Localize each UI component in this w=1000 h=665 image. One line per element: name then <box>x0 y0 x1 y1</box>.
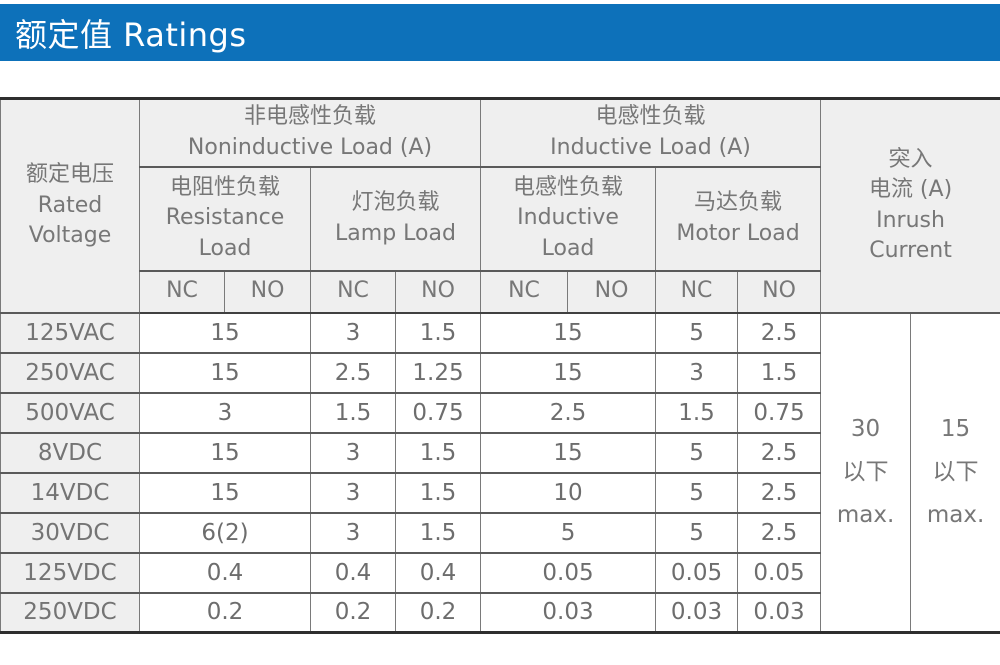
inrush-no-value: 15 以下 max. <box>910 311 1000 634</box>
inductive-value: 15 <box>480 431 657 474</box>
table-row: 14VDC 15 3 1.5 10 5 2.5 <box>0 471 1000 514</box>
motor-nc-value: 0.05 <box>655 551 739 594</box>
lamp-no-value: 0.2 <box>394 591 482 634</box>
table-row: 125VDC 0.4 0.4 0.4 0.05 0.05 0.05 <box>0 551 1000 594</box>
lamp-no-value: 0.4 <box>394 551 482 594</box>
table-row: 500VAC 3 1.5 0.75 2.5 1.5 0.75 <box>0 391 1000 434</box>
motor-no-value: 0.75 <box>737 391 822 434</box>
nc-header: NC <box>310 269 396 314</box>
rated-voltage-header: 额定电压 Rated Voltage <box>0 97 140 314</box>
table-row: 250VDC 0.2 0.2 0.2 0.03 0.03 0.03 <box>0 591 1000 634</box>
inductive-value: 2.5 <box>480 391 657 434</box>
lamp-nc-value: 3 <box>310 471 396 514</box>
motor-no-value: 0.03 <box>737 591 822 634</box>
lamp-nc-value: 2.5 <box>310 351 396 394</box>
voltage-label: 30VDC <box>0 511 140 554</box>
inrush-nc-value: 30 以下 max. <box>820 311 912 634</box>
motor-nc-value: 5 <box>655 511 739 554</box>
ratings-table: 额定电压 Rated Voltage 非电感性负载 Noninductive L… <box>0 97 1000 634</box>
resistance-value: 15 <box>139 471 311 514</box>
motor-no-value: 2.5 <box>737 471 822 514</box>
table-row: 250VAC 15 2.5 1.25 15 3 1.5 <box>0 351 1000 394</box>
resistance-value: 0.2 <box>139 591 311 634</box>
resistance-value: 15 <box>139 311 311 354</box>
nc-header: NC <box>480 269 569 314</box>
inductive-load-header: 电感性负载 Inductive Load <box>480 165 657 272</box>
motor-no-value: 1.5 <box>737 351 822 394</box>
no-header: NO <box>567 269 657 314</box>
voltage-label: 14VDC <box>0 471 140 514</box>
resistance-value: 0.4 <box>139 551 311 594</box>
title-bar: 额定值 Ratings <box>0 4 1000 61</box>
motor-no-value: 2.5 <box>737 311 822 354</box>
inductive-value: 0.03 <box>480 591 657 634</box>
ratings-table-container: 额定电压 Rated Voltage 非电感性负载 Noninductive L… <box>0 97 1000 634</box>
resistance-value: 15 <box>139 351 311 394</box>
lamp-nc-value: 3 <box>310 511 396 554</box>
inductive-value: 0.05 <box>480 551 657 594</box>
inductive-value: 15 <box>480 351 657 394</box>
inrush-current-header: 突入 电流 (A) Inrush Current <box>820 97 1000 314</box>
motor-nc-value: 1.5 <box>655 391 739 434</box>
voltage-label: 500VAC <box>0 391 140 434</box>
motor-load-header: 马达负载 Motor Load <box>655 165 822 272</box>
voltage-label: 8VDC <box>0 431 140 474</box>
motor-nc-value: 5 <box>655 311 739 354</box>
motor-no-value: 2.5 <box>737 511 822 554</box>
motor-nc-value: 5 <box>655 471 739 514</box>
no-header: NO <box>224 269 311 314</box>
nc-header: NC <box>139 269 225 314</box>
inductive-value: 10 <box>480 471 657 514</box>
table-row: 125VAC 15 3 1.5 15 5 2.5 30 以下 max. 15 以… <box>0 311 1000 634</box>
resistance-value: 6(2) <box>139 511 311 554</box>
voltage-label: 125VDC <box>0 551 140 594</box>
resistance-load-header: 电阻性负载 Resistance Load <box>139 165 311 272</box>
inductive-value: 15 <box>480 311 657 354</box>
inductive-load-group-header: 电感性负载 Inductive Load (A) <box>480 97 822 168</box>
header-row-subgroups: 电阻性负载 Resistance Load 灯泡负载 Lamp Load 电感性… <box>1 165 1000 272</box>
lamp-nc-value: 3 <box>310 431 396 474</box>
inductive-value: 5 <box>480 511 657 554</box>
lamp-no-value: 1.5 <box>394 311 482 354</box>
lamp-no-value: 0.75 <box>394 391 482 434</box>
nc-header: NC <box>655 269 739 314</box>
lamp-nc-value: 0.4 <box>310 551 396 594</box>
lamp-no-value: 1.5 <box>394 471 482 514</box>
lamp-no-value: 1.25 <box>394 351 482 394</box>
motor-no-value: 2.5 <box>737 431 822 474</box>
header-row-ncno: NC NO NC NO NC NO NC NO <box>1 269 1000 314</box>
lamp-nc-value: 0.2 <box>310 591 396 634</box>
motor-nc-value: 0.03 <box>655 591 739 634</box>
resistance-value: 15 <box>139 431 311 474</box>
voltage-label: 125VAC <box>0 311 140 354</box>
motor-nc-value: 5 <box>655 431 739 474</box>
lamp-load-header: 灯泡负载 Lamp Load <box>309 165 482 272</box>
table-row: 8VDC 15 3 1.5 15 5 2.5 <box>0 431 1000 474</box>
table-row: 30VDC 6(2) 3 1.5 5 5 2.5 <box>0 511 1000 554</box>
voltage-label: 250VAC <box>0 351 140 394</box>
no-header: NO <box>394 269 482 314</box>
no-header: NO <box>737 269 822 314</box>
voltage-label: 250VDC <box>0 591 140 634</box>
header-row-groups: 额定电压 Rated Voltage 非电感性负载 Noninductive L… <box>0 97 1000 314</box>
lamp-nc-value: 3 <box>310 311 396 354</box>
resistance-value: 3 <box>139 391 311 434</box>
noninductive-load-group-header: 非电感性负载 Noninductive Load (A) <box>138 97 482 168</box>
lamp-no-value: 1.5 <box>394 511 482 554</box>
lamp-no-value: 1.5 <box>394 431 482 474</box>
motor-nc-value: 3 <box>655 351 739 394</box>
page-title: 额定值 Ratings <box>15 15 247 54</box>
lamp-nc-value: 1.5 <box>310 391 396 434</box>
motor-no-value: 0.05 <box>737 551 822 594</box>
